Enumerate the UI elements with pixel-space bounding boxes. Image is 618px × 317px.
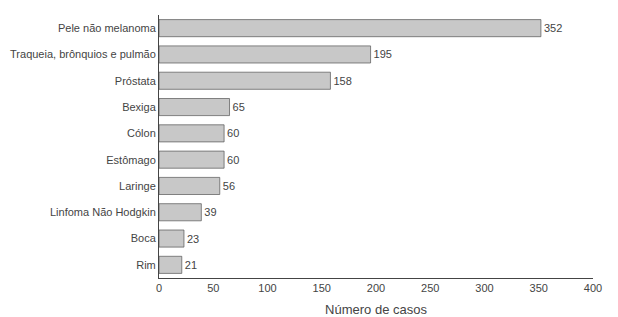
svg-text:Laringe: Laringe: [119, 180, 156, 192]
svg-text:23: 23: [187, 233, 199, 245]
svg-text:100: 100: [258, 282, 276, 294]
svg-text:60: 60: [227, 127, 239, 139]
svg-text:Rim: Rim: [136, 259, 156, 271]
svg-text:Estômago: Estômago: [106, 154, 156, 166]
svg-text:39: 39: [204, 206, 216, 218]
svg-text:195: 195: [374, 48, 392, 60]
svg-text:Cólon: Cólon: [127, 127, 156, 139]
svg-text:300: 300: [475, 282, 493, 294]
svg-text:0: 0: [156, 282, 162, 294]
svg-text:158: 158: [333, 75, 351, 87]
svg-text:352: 352: [544, 22, 562, 34]
svg-text:65: 65: [233, 101, 245, 113]
svg-text:250: 250: [421, 282, 439, 294]
svg-text:50: 50: [207, 282, 219, 294]
svg-text:Traqueia, brônquios e pulmão: Traqueia, brônquios e pulmão: [10, 48, 156, 60]
svg-text:21: 21: [185, 259, 197, 271]
svg-text:200: 200: [367, 282, 385, 294]
svg-text:150: 150: [313, 282, 331, 294]
svg-text:Próstata: Próstata: [115, 75, 157, 87]
svg-text:Pele não melanoma: Pele não melanoma: [58, 22, 157, 34]
svg-text:Linfoma Não Hodgkin: Linfoma Não Hodgkin: [50, 206, 156, 218]
svg-text:60: 60: [227, 154, 239, 166]
svg-text:Número de casos: Número de casos: [325, 302, 427, 317]
svg-text:Bexiga: Bexiga: [122, 101, 157, 113]
svg-text:Boca: Boca: [131, 232, 157, 244]
svg-text:400: 400: [584, 282, 602, 294]
svg-text:56: 56: [223, 180, 235, 192]
svg-text:350: 350: [530, 282, 548, 294]
